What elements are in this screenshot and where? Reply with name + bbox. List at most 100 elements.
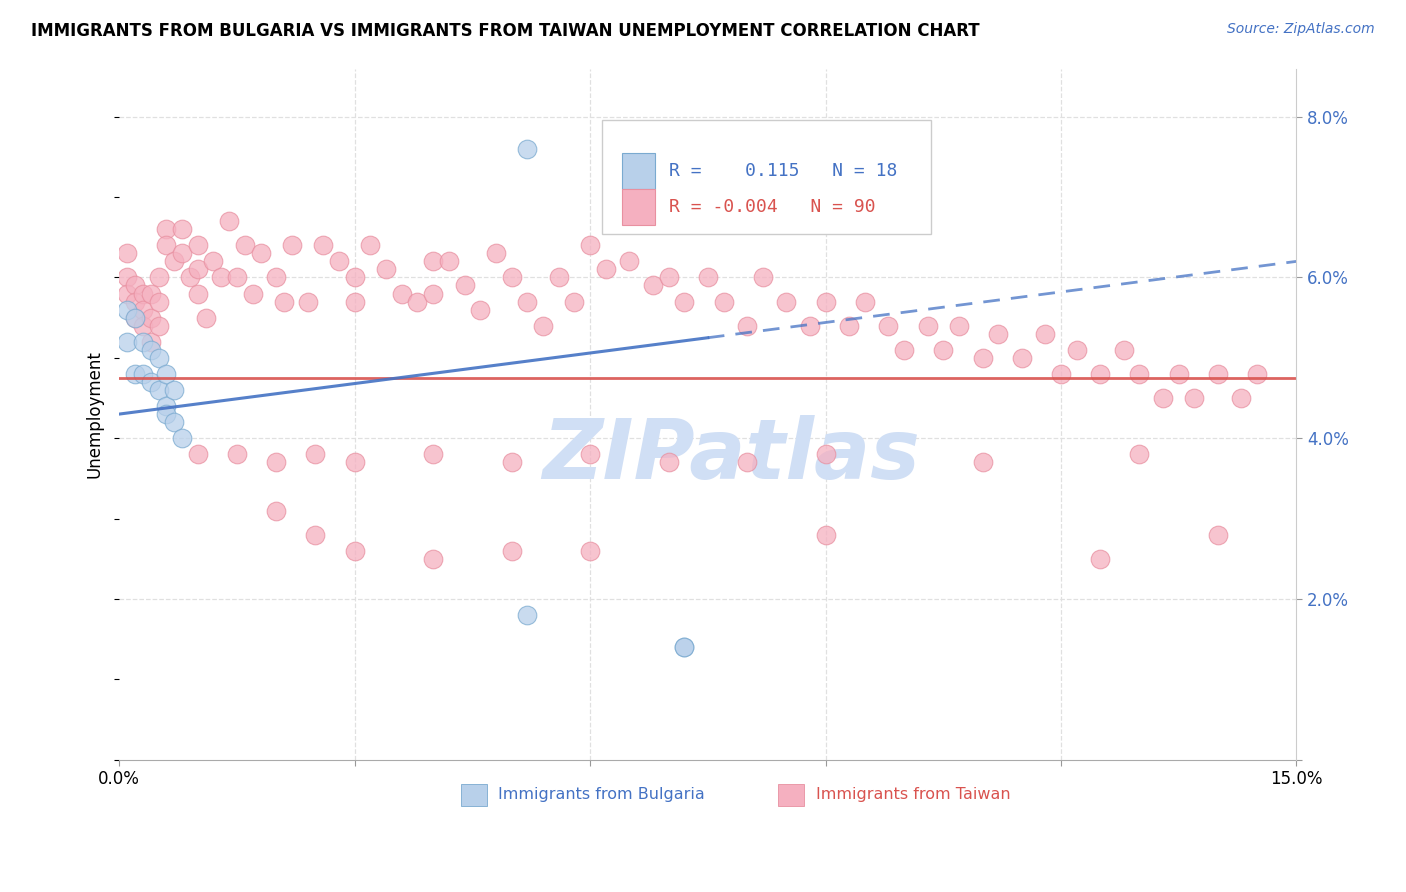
Point xyxy=(375,262,398,277)
Point xyxy=(155,399,177,413)
Point xyxy=(579,238,602,252)
Point xyxy=(163,254,186,268)
Point xyxy=(422,286,444,301)
Point xyxy=(893,343,915,357)
Point xyxy=(163,415,186,429)
Point xyxy=(179,270,201,285)
Point xyxy=(1246,367,1268,381)
FancyBboxPatch shape xyxy=(602,120,932,235)
Point xyxy=(148,294,170,309)
Point xyxy=(297,294,319,309)
Point xyxy=(170,246,193,260)
Point xyxy=(163,383,186,397)
Point xyxy=(304,447,326,461)
Point xyxy=(155,407,177,421)
Bar xyxy=(621,153,655,189)
Point xyxy=(713,294,735,309)
Bar xyxy=(621,189,655,226)
Point xyxy=(209,270,232,285)
Point xyxy=(972,455,994,469)
Point xyxy=(343,543,366,558)
Text: R =    0.115   N = 18: R = 0.115 N = 18 xyxy=(669,162,897,180)
Point xyxy=(281,238,304,252)
Point xyxy=(696,270,718,285)
Point xyxy=(1128,447,1150,461)
Point xyxy=(187,238,209,252)
Point xyxy=(470,302,492,317)
Point xyxy=(132,318,155,333)
Point xyxy=(1128,367,1150,381)
Y-axis label: Unemployment: Unemployment xyxy=(86,351,103,478)
Point xyxy=(814,527,837,541)
Point xyxy=(148,351,170,365)
Point xyxy=(673,294,696,309)
Point xyxy=(948,318,970,333)
Point xyxy=(264,270,287,285)
Point xyxy=(531,318,554,333)
Point xyxy=(1230,391,1253,405)
Point xyxy=(115,286,138,301)
Point xyxy=(242,286,264,301)
Text: ZIPatlas: ZIPatlas xyxy=(543,415,921,496)
Point xyxy=(249,246,271,260)
Point xyxy=(501,543,523,558)
Point xyxy=(658,455,681,469)
Text: R = -0.004   N = 90: R = -0.004 N = 90 xyxy=(669,198,876,217)
Point xyxy=(139,310,162,325)
Point xyxy=(1206,367,1229,381)
Point xyxy=(226,447,249,461)
Point xyxy=(579,447,602,461)
Point xyxy=(218,214,240,228)
Point xyxy=(485,246,508,260)
Point xyxy=(422,551,444,566)
Point xyxy=(124,310,146,325)
Point xyxy=(877,318,900,333)
Point xyxy=(124,367,146,381)
Bar xyxy=(461,784,486,806)
Point xyxy=(115,270,138,285)
Point xyxy=(132,367,155,381)
Point xyxy=(124,294,146,309)
Point xyxy=(132,286,155,301)
Point xyxy=(1167,367,1189,381)
Point xyxy=(226,270,249,285)
Point xyxy=(1206,527,1229,541)
Point xyxy=(139,343,162,357)
Point xyxy=(343,455,366,469)
Point xyxy=(148,270,170,285)
Point xyxy=(1066,343,1088,357)
Point xyxy=(132,302,155,317)
Point xyxy=(115,302,138,317)
Point xyxy=(124,310,146,325)
Point xyxy=(343,270,366,285)
Point xyxy=(187,447,209,461)
Point xyxy=(752,270,775,285)
Point xyxy=(437,254,460,268)
Point xyxy=(155,222,177,236)
Point xyxy=(853,294,876,309)
Point xyxy=(343,294,366,309)
Point xyxy=(148,383,170,397)
Point xyxy=(501,455,523,469)
Text: Immigrants from Bulgaria: Immigrants from Bulgaria xyxy=(498,788,704,803)
Point xyxy=(453,278,475,293)
Point xyxy=(658,270,681,285)
Point xyxy=(422,254,444,268)
Point xyxy=(838,318,860,333)
Text: IMMIGRANTS FROM BULGARIA VS IMMIGRANTS FROM TAIWAN UNEMPLOYMENT CORRELATION CHAR: IMMIGRANTS FROM BULGARIA VS IMMIGRANTS F… xyxy=(31,22,980,40)
Point xyxy=(422,447,444,461)
Point xyxy=(115,334,138,349)
Point xyxy=(987,326,1010,341)
Point xyxy=(1112,343,1135,357)
Text: Immigrants from Taiwan: Immigrants from Taiwan xyxy=(815,788,1011,803)
Point xyxy=(814,294,837,309)
Point xyxy=(304,527,326,541)
Point xyxy=(516,142,538,156)
Point xyxy=(814,447,837,461)
Point xyxy=(1090,551,1112,566)
Point xyxy=(579,543,602,558)
Point xyxy=(1011,351,1033,365)
Point xyxy=(595,262,617,277)
Point xyxy=(264,503,287,517)
Point xyxy=(1182,391,1205,405)
